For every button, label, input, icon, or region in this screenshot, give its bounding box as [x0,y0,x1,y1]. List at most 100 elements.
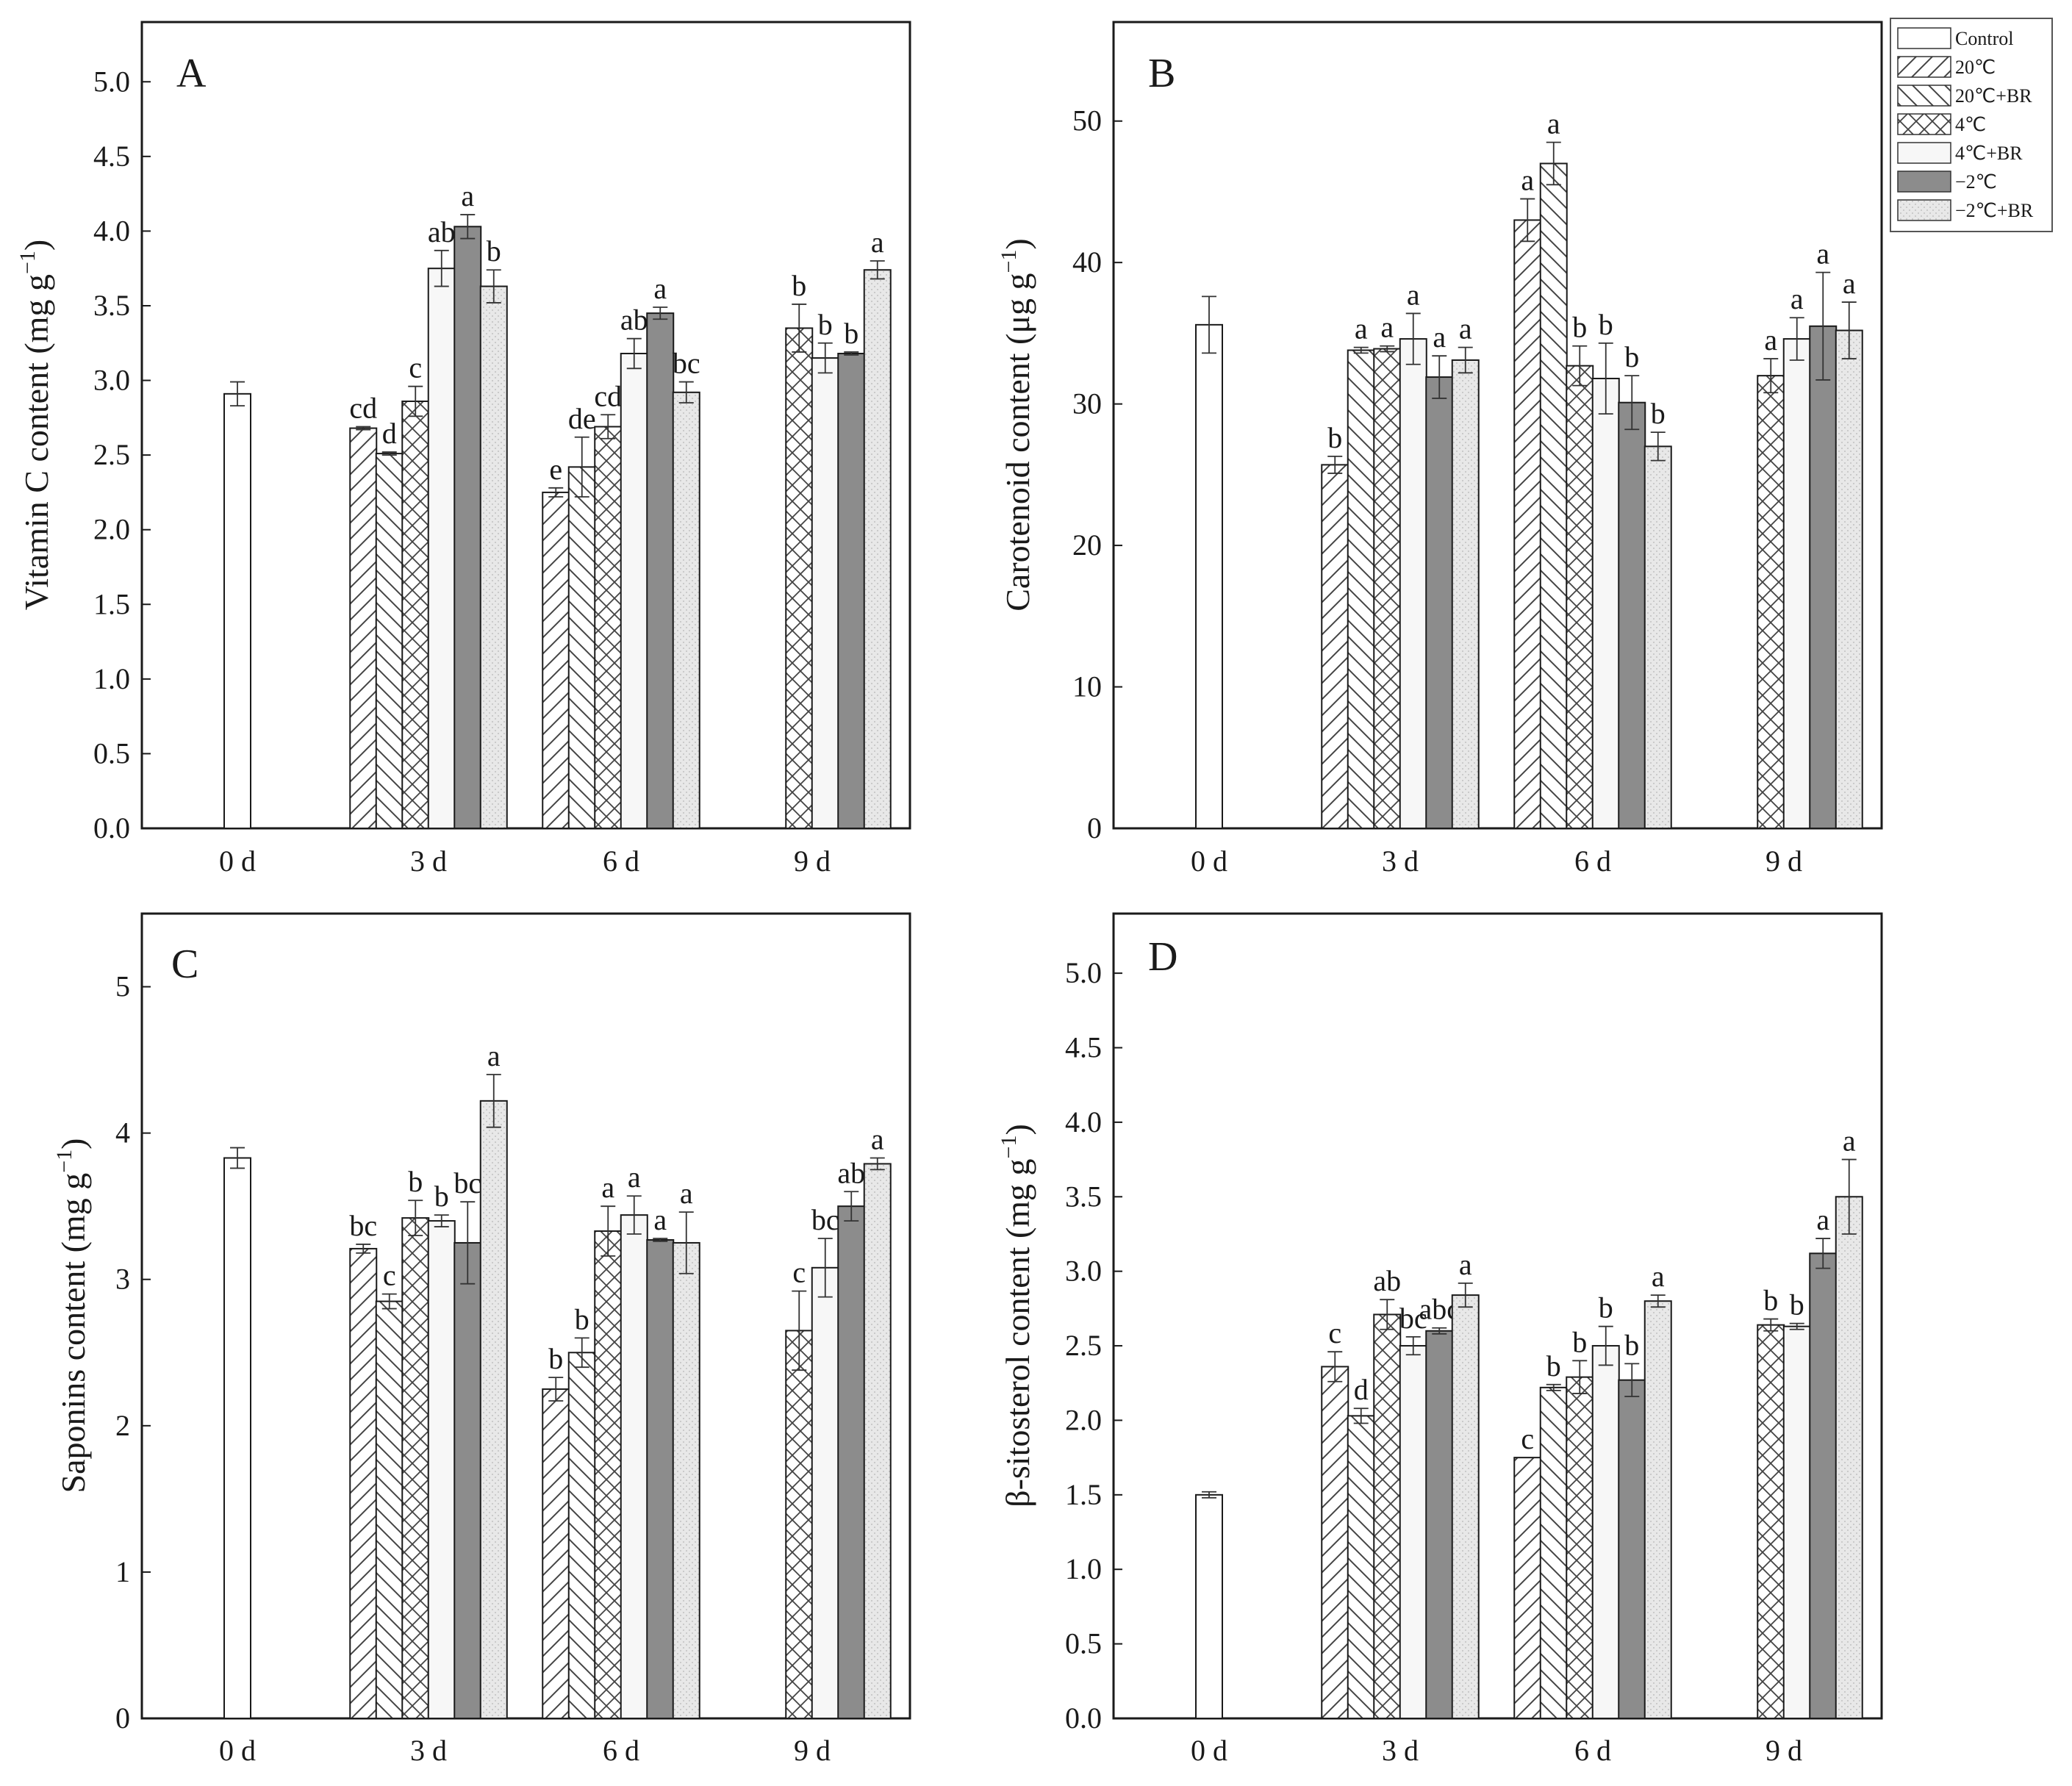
bar [349,1247,378,1720]
bar [1591,1345,1620,1719]
bar [223,392,251,829]
y-tick-label: 2.0 [93,513,130,546]
significance-label: a [628,1161,641,1194]
y-tick-label: 1.5 [93,587,130,620]
significance-label: bc [673,347,700,380]
legend-items: Control 20℃ 20℃+BR 4℃ 4℃+BR −2℃ −2℃+BR [1897,27,2034,221]
significance-label: a [1816,237,1829,270]
panel-a-ylabel: Vitamin C content (mg g−1) [15,240,55,610]
category-label: 6 d [603,844,639,878]
significance-label: b [844,317,858,350]
bar [672,1241,700,1720]
y-tick-label: 1.5 [1065,1478,1102,1511]
bar [1566,365,1594,830]
bar [1539,162,1568,830]
bar [1321,464,1349,829]
bar [349,427,378,829]
significance-label: a [1380,311,1394,344]
bar [479,285,508,830]
panel-a-title: A [176,51,207,96]
y-tick-label: 0 [115,1701,130,1735]
panel-d-ylabel: β-sitosterol content (mg g−1) [997,1124,1036,1507]
bar [811,357,839,830]
bar [1399,1345,1427,1719]
significance-label: a [1843,1125,1856,1158]
panel-b-frame [1112,21,1883,830]
category-label: 0 d [1191,844,1227,878]
panel-d-categories: 0 d 3 d 6 d 9 d [1191,1734,1802,1767]
y-tick-label: 10 [1072,670,1102,703]
category-label: 3 d [1382,844,1419,878]
bar [1782,338,1811,829]
significance-label: a [1407,278,1420,311]
bar [1618,1379,1646,1719]
y-tick-label: 4 [115,1116,130,1150]
y-tick-label: 3.5 [93,289,130,322]
bar [672,391,700,829]
y-tick-label: 5.0 [93,65,130,98]
significance-label: a [1547,107,1560,140]
significance-label: ab [1373,1264,1401,1297]
panel-a-frame [140,21,911,830]
bar [785,327,814,830]
bar [811,1266,839,1720]
legend-swatch [1897,85,1951,107]
bar [1195,323,1223,829]
panel-b-title: B [1148,51,1175,96]
significance-label: a [601,1171,614,1204]
bar [1513,219,1542,829]
bar [1347,1415,1375,1719]
bar [1539,1386,1568,1720]
significance-label: a [1790,282,1804,315]
legend-label: Control [1955,28,2013,49]
svg-text:β-sitosterol content (mg g−1): β-sitosterol content (mg g−1) [997,1124,1036,1507]
significance-label: a [1459,1248,1472,1281]
bar [863,269,892,829]
y-tick-label: 3 [115,1263,130,1296]
y-tick-label: 2 [115,1409,130,1442]
bar [454,226,482,829]
bar [1373,1313,1402,1719]
category-label: 0 d [219,1734,256,1767]
significance-label: c [1328,1316,1341,1349]
legend-swatch [1897,56,1951,78]
significance-label: a [871,1122,884,1155]
bar [1782,1325,1811,1719]
significance-label: c [383,1259,396,1292]
significance-label: ab [428,215,456,248]
bar [427,268,456,829]
bar [1809,325,1838,829]
bar [401,1217,430,1720]
legend-swatch [1897,171,1951,193]
significance-label: cd [594,379,622,412]
bar [646,312,675,829]
significance-label: de [568,402,596,435]
significance-label: a [487,1039,501,1072]
y-tick-label: 0.5 [93,736,130,770]
legend-label: 4℃ [1955,114,1986,135]
bar [1643,1300,1672,1719]
bar [1618,401,1646,829]
svg-text:Vitamin C content (mg g−1): Vitamin C content (mg g−1) [15,240,55,610]
significance-label: b [434,1180,449,1213]
significance-label: b [1624,340,1639,373]
significance-label: a [871,226,884,259]
bar [479,1100,508,1719]
significance-label: b [1327,421,1342,454]
bar [620,352,648,829]
significance-label: a [1521,164,1534,197]
panel-b-categories: 0 d 3 d 6 d 9 d [1191,844,1802,878]
bar [542,1388,570,1719]
bar [1195,1493,1223,1720]
y-tick-label: 0.5 [1065,1627,1102,1660]
bar [401,400,430,829]
bar [454,1241,482,1720]
significance-label: a [653,1203,667,1236]
bar [594,1230,623,1719]
y-tick-label: 0 [1087,811,1102,844]
svg-text:Carotenoid content (μg g−1): Carotenoid content (μg g−1) [997,238,1036,612]
panel-d-marks: 0.00.51.01.52.02.53.03.54.04.55.0cdabbca… [1065,956,1863,1735]
bar [1451,1294,1480,1719]
